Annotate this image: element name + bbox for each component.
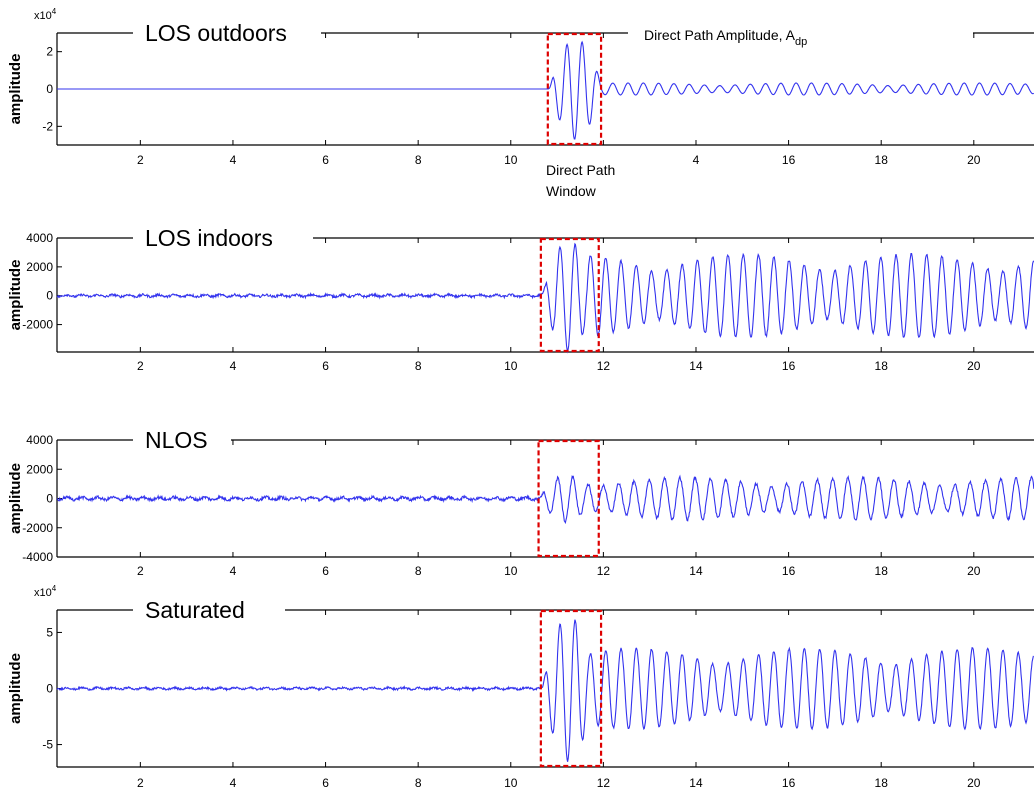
x-tick-label: 6	[322, 776, 329, 790]
y-tick-label: 4000	[26, 231, 53, 245]
x-tick-label: 6	[322, 153, 329, 167]
y-tick-label: 0	[46, 492, 53, 506]
x-tick-label: 4	[693, 153, 700, 167]
y-tick-label: 0	[46, 682, 53, 696]
y-tick-label: 0	[46, 289, 53, 303]
annotation-background	[628, 17, 973, 49]
panel-title: Saturated	[145, 597, 245, 623]
title-background	[133, 594, 285, 626]
x-tick-label: 8	[415, 359, 422, 373]
x-tick-label: 12	[597, 776, 611, 790]
panel-3: 2 4 6 8 10 12 14 16 18 20 4000 2000 0 -2000 -4000 ampli…	[7, 424, 1034, 578]
y-axis-label: amplitude	[7, 260, 24, 331]
direct-path-window	[539, 237, 600, 353]
x-tick-label: 2	[137, 153, 144, 167]
x-tick-label: 14	[689, 776, 703, 790]
y-exponent-base: x10	[34, 587, 52, 599]
y-tick-label: 2	[46, 45, 53, 59]
x-tick-label: 10	[504, 564, 518, 578]
title-background	[133, 222, 313, 254]
x-tick-label: 2	[137, 564, 144, 578]
x-tick-label: 20	[967, 776, 981, 790]
amplitude-label-main: Direct Path Amplitude, A	[644, 27, 796, 43]
x-tick-label: 20	[967, 359, 981, 373]
x-tick-label: 18	[875, 564, 889, 578]
x-tick-label: 12	[597, 564, 611, 578]
signal-trace	[56, 474, 1034, 525]
x-tick-label: 8	[415, 564, 422, 578]
y-exponent-power: 4	[52, 584, 57, 593]
y-tick-label: -2000	[22, 318, 53, 332]
x-tick-label: 12	[597, 359, 611, 373]
y-tick-label: -5	[42, 738, 53, 752]
x-tick-label: 4	[230, 153, 237, 167]
panel-title: LOS outdoors	[145, 20, 287, 46]
x-tick-label: 20	[967, 564, 981, 578]
x-tick-label: 8	[415, 776, 422, 790]
y-axis-label: amplitude	[7, 653, 24, 724]
y-exponent-label: x104	[34, 7, 57, 22]
x-tick-label: 2	[137, 776, 144, 790]
panel-4: 2 4 6 8 10 12 14 16 18 2050-5x104amplitudeSaturat…	[7, 584, 1034, 790]
window-label-background	[540, 150, 648, 200]
panel-title: NLOS	[145, 427, 208, 453]
x-tick-label: 20	[967, 153, 981, 167]
x-tick-label: 16	[782, 564, 796, 578]
x-tick-label: 6	[322, 359, 329, 373]
y-tick-label: 0	[46, 82, 53, 96]
x-tick-label: 18	[875, 776, 889, 790]
window-label-line2: Window	[546, 183, 597, 199]
x-tick-label: 10	[504, 359, 518, 373]
direct-path-window	[537, 439, 600, 558]
direct-path-amplitude-label: Direct Path Amplitude, Adp	[644, 27, 807, 48]
y-tick-label: 2000	[26, 260, 53, 274]
y-exponent-label: x104	[34, 584, 57, 599]
x-tick-label: 6	[322, 564, 329, 578]
x-tick-label: 2	[137, 359, 144, 373]
amplitude-label-subscript: dp	[795, 36, 807, 48]
direct-path-window	[539, 609, 603, 768]
y-exponent-power: 4	[52, 7, 57, 16]
x-tick-label: 18	[875, 359, 889, 373]
x-tick-label: 16	[782, 776, 796, 790]
signal-trace	[56, 242, 1034, 354]
y-tick-label: -2000	[22, 521, 53, 535]
y-axis-label: amplitude	[7, 463, 24, 534]
direct-path-window	[546, 32, 603, 146]
x-tick-label: 10	[504, 153, 518, 167]
x-tick-label: 14	[689, 564, 703, 578]
window-label-line1: Direct Path	[546, 162, 615, 178]
y-tick-label: 4000	[26, 433, 53, 447]
x-tick-label: 16	[782, 359, 796, 373]
panel-title: LOS indoors	[145, 225, 273, 251]
x-tick-label: 4	[230, 359, 237, 373]
x-tick-label: 4	[230, 564, 237, 578]
y-axis-label: amplitude	[7, 54, 24, 125]
y-tick-label: 5	[46, 625, 53, 639]
x-tick-label: 8	[415, 153, 422, 167]
signal-trace	[57, 40, 1034, 140]
x-tick-label: 10	[504, 776, 518, 790]
x-tick-label: 16	[782, 153, 796, 167]
title-background	[133, 424, 231, 456]
y-tick-label: -2	[42, 119, 53, 133]
y-exponent-base: x10	[34, 10, 52, 22]
x-tick-label: 4	[230, 776, 237, 790]
signal-trace	[56, 619, 1034, 762]
y-tick-label: -4000	[22, 550, 53, 564]
x-tick-label: 18	[875, 153, 889, 167]
y-tick-label: 2000	[26, 462, 53, 476]
x-tick-label: 14	[689, 359, 703, 373]
title-background	[133, 17, 321, 49]
